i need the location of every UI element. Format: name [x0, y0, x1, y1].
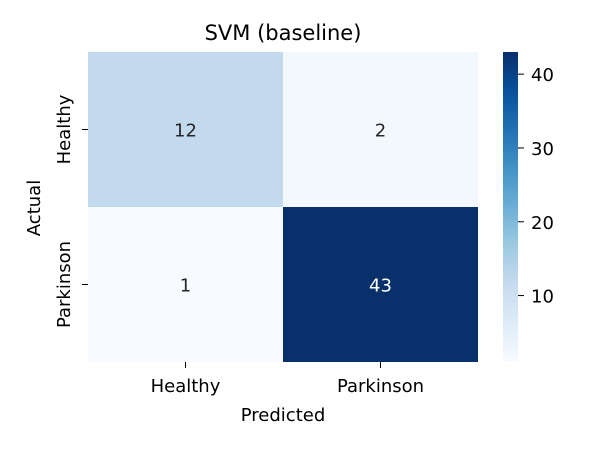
- y-axis-label: Actual: [24, 180, 45, 236]
- x-tick-label: Healthy: [151, 376, 221, 397]
- y-tick-label: Parkinson: [54, 241, 75, 328]
- heatmap-cell: [88, 207, 283, 362]
- heatmap-cell: [283, 207, 478, 362]
- cell-value-label: 43: [369, 276, 392, 297]
- colorbar-tick-label: 10: [531, 287, 554, 308]
- chart-title: SVM (baseline): [205, 21, 362, 45]
- heatmap-cell: [283, 52, 478, 207]
- heatmap-cells: 12 2 1 43: [88, 52, 478, 362]
- axis-ticks: Healthy Parkinson Healthy Parkinson: [54, 94, 424, 397]
- cell-value-label: 2: [375, 121, 386, 142]
- heatmap-cell: [88, 52, 283, 207]
- cell-value-label: 12: [174, 121, 197, 142]
- colorbar-tick-label: 40: [531, 65, 554, 86]
- colorbar-ticks: 10 20 30 40: [518, 65, 554, 308]
- colorbar: [503, 52, 518, 362]
- x-axis-label: Predicted: [241, 405, 326, 426]
- x-tick-label: Parkinson: [337, 376, 424, 397]
- y-tick-label: Healthy: [54, 94, 75, 164]
- cell-value-label: 1: [180, 276, 191, 297]
- colorbar-tick-label: 20: [531, 213, 554, 234]
- colorbar-tick-label: 30: [531, 139, 554, 160]
